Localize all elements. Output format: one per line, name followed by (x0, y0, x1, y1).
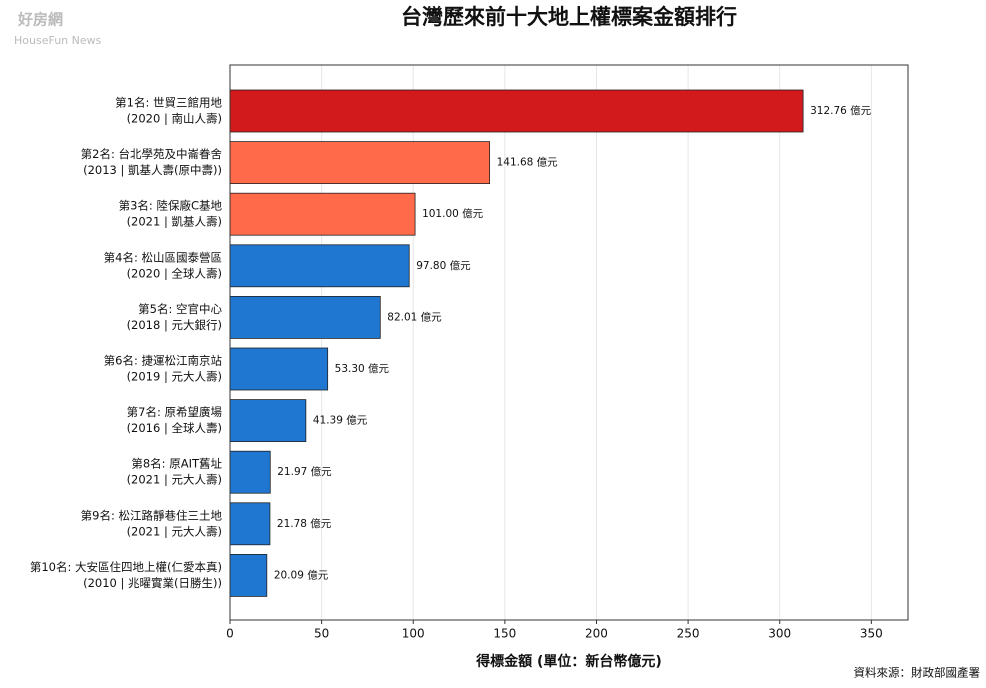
bar (229, 141, 491, 185)
value-label: 20.09 億元 (274, 568, 329, 581)
bar (229, 450, 271, 494)
value-label: 41.39 億元 (313, 414, 368, 427)
y-tick-label: (2021 | 元大人壽) (127, 524, 222, 538)
value-label: 101.00 億元 (422, 207, 484, 220)
watermark: 好房網 (17, 11, 63, 29)
y-tick-label: (2016 | 全球人壽) (127, 421, 222, 435)
y-tick-label: 第2名: 台北學苑及中崙眷舍 (81, 147, 223, 161)
y-tick-label: (2019 | 元大人壽) (127, 370, 222, 384)
y-tick-label: 第8名: 原AIT舊址 (131, 457, 222, 471)
y-tick-label: (2021 | 元大人壽) (127, 473, 222, 487)
bar (229, 399, 307, 443)
y-tick-label: 第6名: 捷運松江南京站 (104, 354, 223, 368)
y-tick-label: (2018 | 元大銀行) (127, 318, 222, 332)
bar (229, 295, 381, 339)
x-tick-label: 350 (860, 627, 883, 641)
bar (229, 192, 416, 236)
y-tick-label: (2010 | 兆曜實業(日勝生)) (83, 576, 222, 590)
y-tick-label: 第4名: 松山區國泰營區 (104, 250, 222, 264)
value-label: 21.97 億元 (277, 465, 332, 478)
x-tick-label: 200 (585, 627, 608, 641)
x-tick-label: 250 (677, 627, 700, 641)
bar (229, 554, 268, 597)
value-label: 312.76 億元 (810, 104, 872, 117)
value-label: 141.68 億元 (497, 156, 559, 169)
y-tick-label: 第9名: 松江路靜巷住三土地 (81, 508, 223, 522)
y-tick-label: (2021 | 凱基人壽) (127, 215, 222, 229)
y-tick-label: 第3名: 陸保廠C基地 (119, 199, 223, 213)
value-label: 82.01 億元 (387, 310, 442, 323)
x-tick-label: 0 (226, 627, 234, 641)
bar (229, 244, 410, 288)
bar (229, 347, 329, 391)
plot-frame (229, 64, 909, 621)
y-tick-label: 第7名: 原希望廣場 (127, 405, 223, 419)
bar (229, 89, 804, 133)
x-tick-label: 300 (768, 627, 791, 641)
y-tick-label: (2020 | 全球人壽) (127, 266, 222, 280)
source-note: 資料來源：財政部國產署 (854, 666, 981, 680)
chart-title: 台灣歷來前十大地上權標案金額排行 (401, 5, 737, 29)
y-tick-label: 第10名: 大安區住四地上權(仁愛本真) (30, 560, 222, 574)
x-tick-label: 50 (314, 627, 329, 641)
value-label: 97.80 億元 (416, 259, 471, 272)
watermark: HouseFun News (14, 34, 102, 47)
y-tick-label: 第1名: 世貿三館用地 (115, 96, 222, 110)
y-tick-label: (2020 | 南山人壽) (127, 112, 222, 126)
bar (229, 502, 271, 546)
y-tick-label: 第5名: 空官中心 (138, 302, 222, 316)
y-tick-label: (2013 | 凱基人壽(原中壽)) (83, 163, 222, 177)
value-label: 21.78 億元 (277, 517, 332, 530)
x-axis-label: 得標金額 (單位：新台幣億元) (475, 653, 662, 670)
x-tick-label: 100 (402, 627, 425, 641)
value-label: 53.30 億元 (335, 362, 390, 375)
x-tick-label: 150 (493, 627, 516, 641)
